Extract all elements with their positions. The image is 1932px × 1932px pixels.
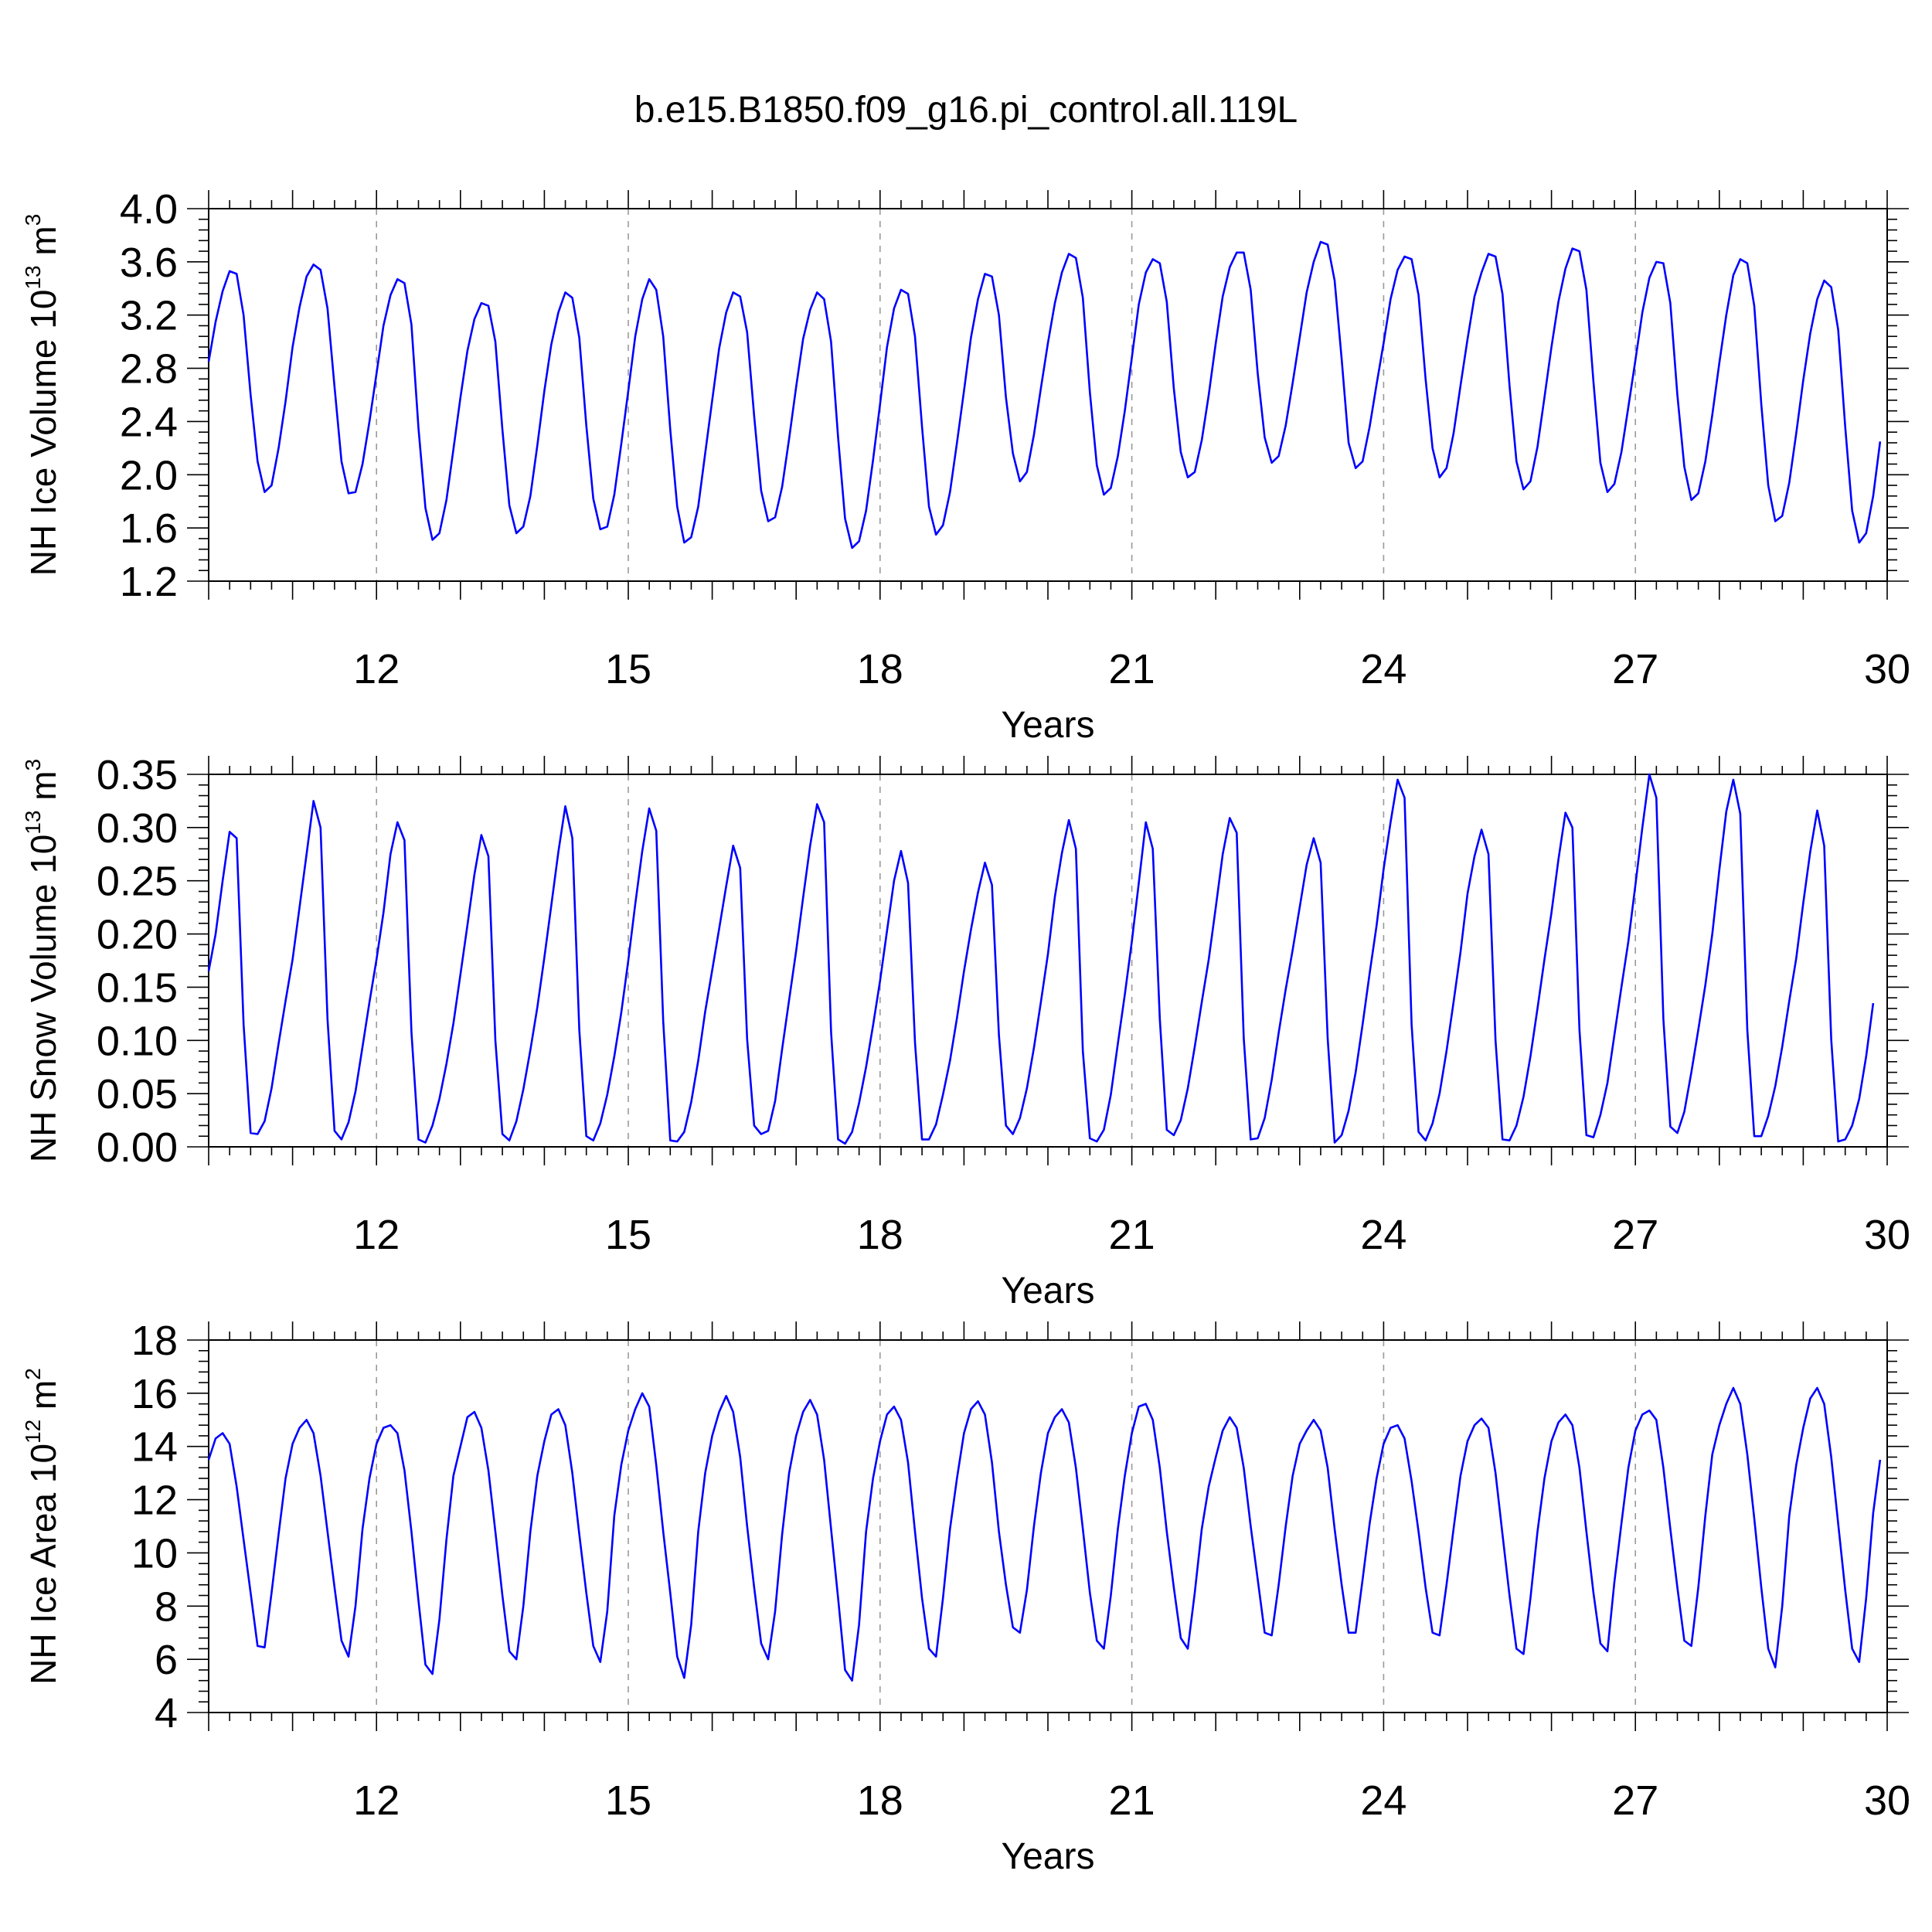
x-tick-label: 24	[1360, 1212, 1406, 1258]
x-tick-label: 15	[605, 1212, 651, 1258]
y-tick-label: 2.4	[120, 399, 178, 445]
x-tick-label: 24	[1360, 1777, 1406, 1824]
y-tick-label: 0.05	[97, 1071, 178, 1117]
y-tick-label: 3.6	[120, 240, 178, 286]
y-axis-label-unit-exponent: 3	[21, 759, 45, 771]
x-tick-label: 15	[605, 1777, 651, 1824]
x-tick-label: 15	[605, 646, 651, 692]
y-tick-label: 3.2	[120, 293, 178, 339]
x-tick-label: 30	[1864, 1212, 1910, 1258]
y-tick-label: 6	[155, 1637, 178, 1683]
x-tick-label: 21	[1109, 646, 1155, 692]
y-tick-label: 2.0	[120, 452, 178, 498]
series-line	[207, 1386, 1882, 1682]
x-tick-label: 12	[353, 1777, 400, 1824]
chart-panel-1: 1.2 1.6 2.0 2.4 2.8 3.2 3.6 4.0 12 15 18 21 24 27 30 Ye…	[21, 186, 1910, 746]
y-axis-label-text: NH Ice Area 10	[23, 1444, 63, 1685]
x-tick-label: 18	[857, 1212, 903, 1258]
x-tick-label: 12	[353, 1212, 400, 1258]
y-tick-label: 0.20	[97, 912, 178, 958]
y-axis-label-unit: m	[23, 226, 63, 265]
y-tick-label: 0.30	[97, 805, 178, 852]
y-tick-label: 16	[131, 1371, 178, 1417]
y-axis-label: NH Ice Area 1012 m2	[21, 1368, 63, 1685]
x-axis-label: Years	[1002, 705, 1095, 746]
y-tick-label: 1.2	[120, 559, 178, 605]
y-tick-label: 1.6	[120, 505, 178, 552]
y-tick-label: 8	[155, 1583, 178, 1630]
x-axis-label: Years	[1002, 1270, 1095, 1311]
x-tick-label: 30	[1864, 1777, 1910, 1824]
y-tick-label: 18	[131, 1318, 178, 1364]
x-tick-label: 27	[1612, 646, 1658, 692]
y-axis-label-unit-exponent: 2	[21, 1368, 45, 1380]
y-axis-label-exponent: 13	[21, 811, 45, 835]
y-tick-label: 2.8	[120, 346, 178, 393]
y-axis-label-text: NH Ice Volume 10	[23, 290, 63, 577]
y-tick-label: 4	[155, 1690, 178, 1736]
series-line	[207, 240, 1882, 549]
x-tick-label: 24	[1360, 646, 1406, 692]
x-tick-label: 18	[857, 1777, 903, 1824]
y-tick-label: 0.35	[97, 752, 178, 798]
y-tick-label: 10	[131, 1530, 178, 1577]
y-tick-label: 0.15	[97, 964, 178, 1011]
figure-title: b.e15.B1850.f09_g16.pi_control.all.119L	[634, 90, 1298, 131]
panels: 1.21.62.02.42.83.23.64.012 15 18 21 24 27 30Ye…	[21, 186, 1910, 1877]
series-line	[207, 773, 1875, 1145]
y-tick-label: 14	[131, 1424, 178, 1471]
x-tick-label: 21	[1109, 1777, 1155, 1824]
x-tick-label: 18	[857, 646, 903, 692]
y-axis-label-unit: m	[23, 770, 63, 810]
x-tick-label: 30	[1864, 646, 1910, 692]
chart-panel-2: 0.00 0.05 0.10 0.15 0.20 0.25 0.30 0.35 12 15 18 21…	[21, 752, 1910, 1311]
y-tick-label: 12	[131, 1478, 178, 1524]
y-tick-label: 0.25	[97, 859, 178, 905]
x-tick-label: 27	[1612, 1777, 1658, 1824]
y-axis-label: NH Ice Volume 1013 m3	[21, 214, 63, 577]
y-tick-label: 0.00	[97, 1124, 178, 1171]
y-axis-label-exponent: 13	[21, 265, 45, 289]
y-tick-label: 4.0	[120, 186, 178, 233]
x-axis-label: Years	[1002, 1836, 1095, 1877]
y-axis-label-unit-exponent: 3	[21, 214, 45, 226]
x-tick-label: 21	[1109, 1212, 1155, 1258]
y-axis-label-text: NH Snow Volume 10	[23, 835, 63, 1162]
y-axis-label: NH Snow Volume 1013 m3	[21, 759, 63, 1162]
y-tick-label: 0.10	[97, 1018, 178, 1064]
y-axis-label-exponent: 12	[21, 1420, 45, 1444]
y-axis-label-unit: m	[23, 1380, 63, 1420]
x-tick-label: 27	[1612, 1212, 1658, 1258]
chart-panel-3: 4 6 8 10 12 14 16 18 12 15 18 21 24 27 30 Years NH Ice A…	[21, 1318, 1910, 1877]
x-tick-label: 12	[353, 646, 400, 692]
